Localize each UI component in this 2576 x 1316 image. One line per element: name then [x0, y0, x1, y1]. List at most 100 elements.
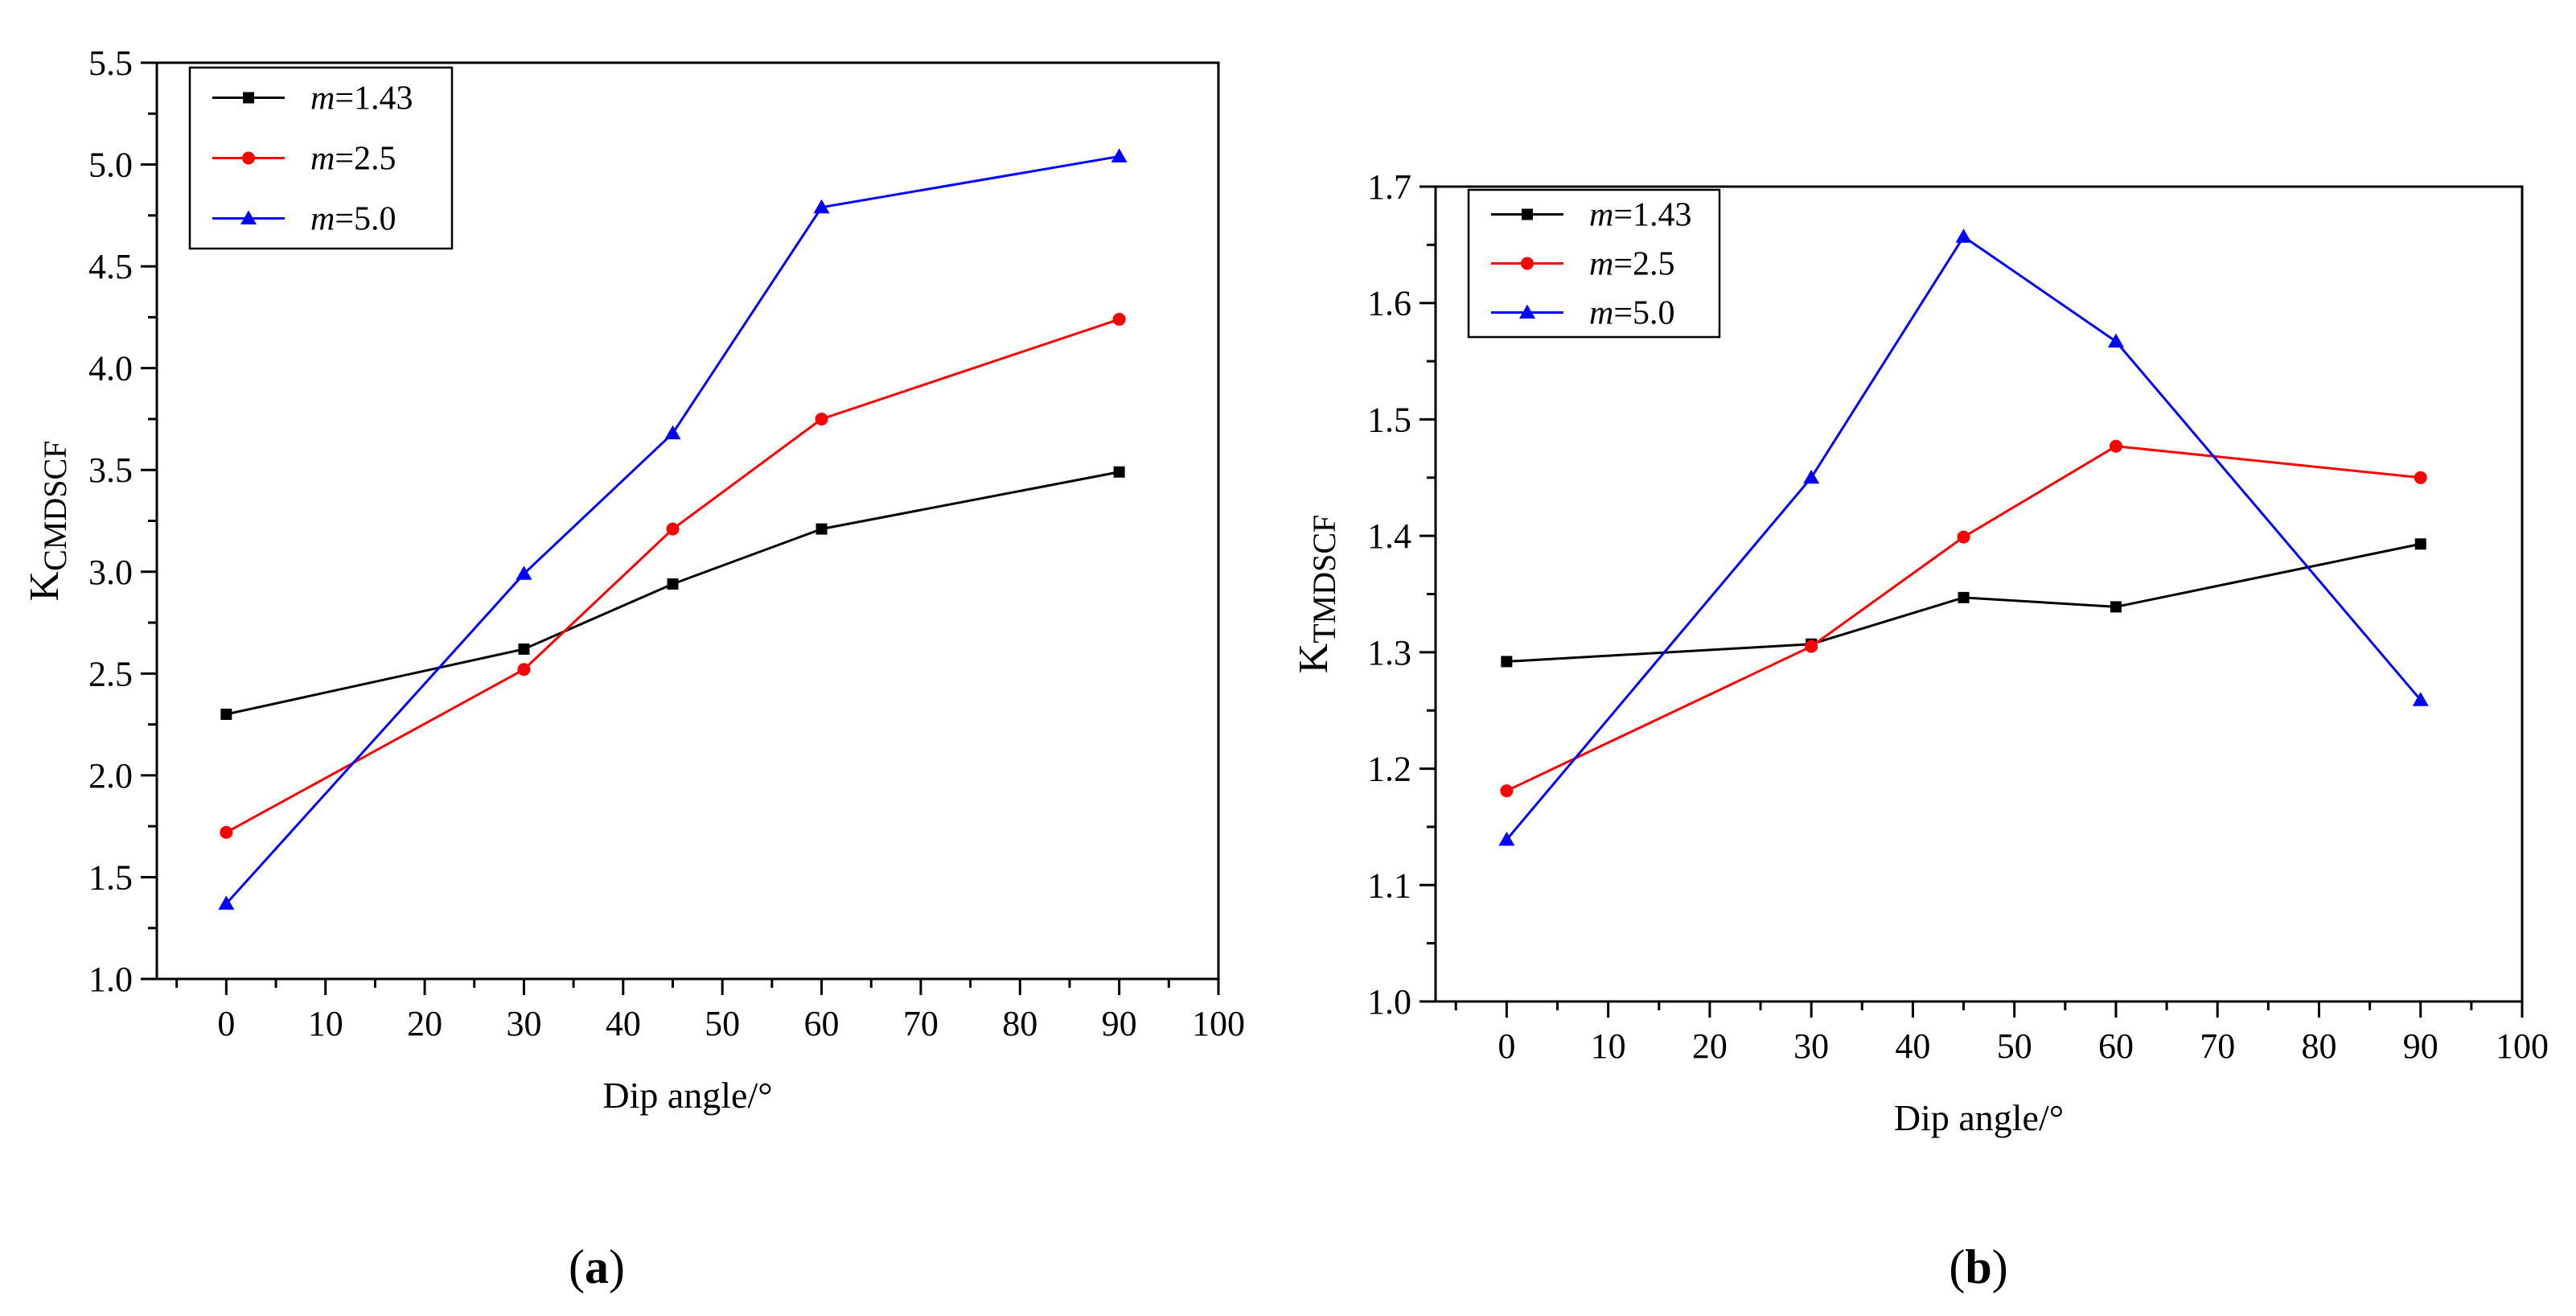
data-point-marker — [1111, 148, 1128, 162]
y-axis-title: KCMDSCF — [22, 441, 73, 602]
data-point-marker — [2414, 538, 2426, 550]
series-1 — [220, 312, 1126, 839]
series-line — [226, 471, 1120, 716]
panel-label-open: ( — [1949, 1240, 1965, 1293]
x-tick-label: 60 — [2098, 1026, 2134, 1066]
series-line — [1506, 445, 2421, 792]
x-tick-label: 50 — [705, 1004, 740, 1043]
legend-label-value: =2.5 — [1613, 246, 1674, 283]
data-point-marker — [2412, 692, 2429, 706]
data-point-marker — [816, 523, 828, 535]
legend-label-variable: m — [1589, 246, 1613, 283]
panel-label-letter: b — [1965, 1240, 1991, 1293]
panel-label-letter: a — [585, 1240, 609, 1293]
data-point-marker — [220, 825, 233, 839]
data-point-marker — [518, 643, 530, 655]
legend: m=1.43m=2.5m=5.0 — [1467, 188, 1721, 339]
legend-marker — [1521, 257, 1534, 270]
y-tick-label: 5.5 — [88, 43, 133, 83]
legend-marker — [240, 210, 257, 224]
legend-marker — [1522, 208, 1533, 220]
legend: m=1.43m=2.5m=5.0 — [188, 66, 454, 250]
x-tick-label: 10 — [308, 1004, 343, 1043]
legend-marker — [243, 92, 254, 104]
x-tick-label: 0 — [217, 1004, 235, 1043]
y-tick-label: 1.0 — [1367, 982, 1411, 1022]
y-axis-title-subscript: TMDSCF — [1306, 515, 1342, 644]
series-2 — [1498, 228, 2429, 846]
y-tick-label: 1.4 — [1367, 516, 1411, 556]
data-point-marker — [667, 578, 679, 590]
x-axis-title: Dip angle/° — [602, 1075, 772, 1116]
y-tick-label: 3.0 — [88, 553, 133, 592]
x-tick-label: 10 — [1591, 1026, 1626, 1066]
panel-label-close: ) — [1992, 1240, 2008, 1293]
chart-panel-a: 0 10 20 30 40 50 60 70 80 90 100 1.0 1.5 2.0 2.5 3.0 3.5… — [22, 43, 1245, 1293]
data-point-marker — [1955, 228, 1972, 243]
data-point-marker — [2107, 333, 2124, 348]
legend-label-variable: m — [1589, 295, 1613, 332]
x-tick-label: 90 — [1102, 1004, 1137, 1043]
series-1 — [1500, 439, 2427, 798]
data-point-marker — [1112, 312, 1126, 326]
y-tick-label: 4.0 — [88, 349, 133, 389]
y-tick-label: 1.0 — [88, 960, 133, 999]
legend-label-value: =1.43 — [335, 80, 413, 117]
legend-label: m=5.0 — [310, 201, 396, 238]
legend-label-variable: m — [310, 201, 335, 238]
chart-panel-b: 0 10 20 30 40 50 60 70 80 90 100 1.0 1.1 1.2 1.3 1.4 1.5… — [1291, 167, 2549, 1293]
x-tick-label: 80 — [1002, 1004, 1037, 1043]
legend-label: m=5.0 — [1589, 295, 1675, 332]
x-tick-label: 30 — [1793, 1026, 1829, 1066]
y-tick-label: 3.5 — [88, 450, 133, 490]
x-tick-label: 100 — [2496, 1026, 2549, 1066]
data-point-marker — [2109, 439, 2122, 453]
y-tick-label: 2.0 — [88, 756, 133, 796]
x-tick-label: 70 — [903, 1004, 939, 1043]
x-tick-label: 100 — [1192, 1004, 1245, 1043]
x-tick-label: 50 — [1997, 1026, 2032, 1066]
data-point-marker — [1113, 466, 1125, 478]
data-point-marker — [815, 412, 828, 426]
data-point-marker — [220, 708, 232, 720]
y-tick-label: 1.3 — [1367, 633, 1411, 672]
y-axis-title-main: K — [22, 570, 68, 601]
legend-label-variable: m — [1589, 197, 1613, 234]
data-point-marker — [1500, 784, 1514, 798]
legend-label-value: =5.0 — [335, 201, 396, 238]
x-tick-label: 90 — [2403, 1026, 2438, 1066]
legend-label: m=2.5 — [310, 141, 396, 178]
legend-label: m=1.43 — [310, 80, 413, 117]
legend-label-variable: m — [310, 80, 335, 117]
legend-label-value: =1.43 — [1613, 197, 1691, 234]
series-0 — [1501, 538, 2426, 668]
y-tick-label: 5.0 — [88, 146, 133, 185]
data-point-marker — [1957, 530, 1970, 544]
data-point-marker — [1803, 469, 1820, 484]
y-tick-label: 4.5 — [88, 247, 133, 286]
legend-label-value: =5.0 — [1613, 295, 1674, 332]
x-tick-label: 0 — [1498, 1026, 1515, 1066]
y-tick-label: 1.7 — [1367, 167, 1411, 207]
panel-label-close: ) — [609, 1240, 625, 1293]
y-axis-title: KTMDSCF — [1291, 515, 1342, 674]
data-point-marker — [1498, 831, 1515, 846]
legend-label-value: =2.5 — [335, 141, 396, 178]
legend-label-variable: m — [310, 141, 335, 178]
y-tick-label: 2.5 — [88, 654, 133, 693]
data-point-marker — [2110, 601, 2122, 613]
series-0 — [220, 466, 1125, 720]
series-2 — [218, 148, 1128, 910]
data-point-marker — [516, 565, 532, 580]
data-point-marker — [666, 522, 680, 536]
data-point-marker — [218, 895, 235, 910]
y-tick-label: 1.5 — [88, 857, 133, 897]
data-point-marker — [2414, 471, 2427, 484]
data-point-marker — [1501, 656, 1513, 668]
x-tick-label: 60 — [804, 1004, 840, 1043]
y-axis-title-subscript: CMDSCF — [37, 441, 73, 571]
data-point-marker — [517, 663, 531, 677]
panel-label: (a) — [569, 1240, 625, 1293]
x-tick-label: 80 — [2301, 1026, 2336, 1066]
